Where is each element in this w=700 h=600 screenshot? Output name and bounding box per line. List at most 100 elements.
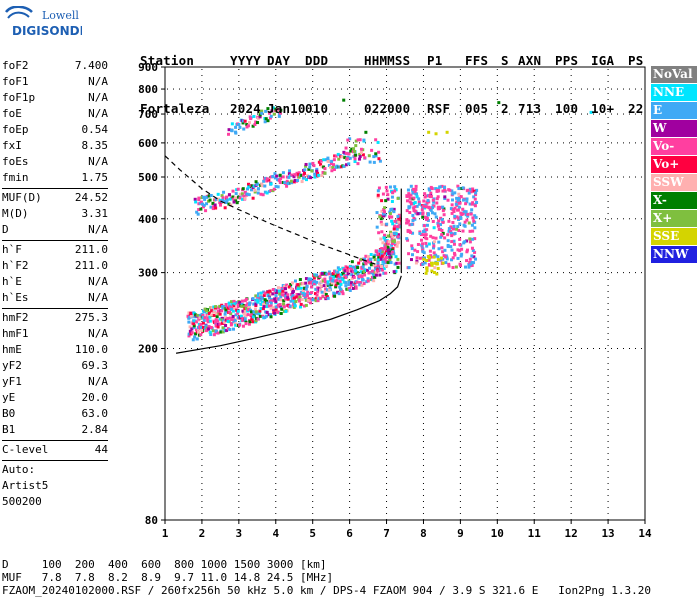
grid-dot: [422, 291, 424, 292]
echo-point: [290, 173, 294, 177]
footer-muf-line: MUF 7.8 7.8 8.2 8.9 9.7 11.0 14.8 24.5 […: [2, 571, 334, 584]
echo-point: [459, 195, 463, 199]
grid-dot: [281, 88, 282, 90]
param-row-fmin: fmin 1.75: [2, 170, 108, 186]
echo-point: [312, 164, 316, 168]
grid-dot: [238, 105, 240, 106]
echo-point: [473, 250, 477, 254]
echo-point: [395, 261, 399, 265]
grid-dot: [238, 477, 240, 478]
grid-dot: [238, 273, 240, 274]
grid-dot: [312, 189, 314, 190]
echo-point: [374, 138, 378, 142]
grid-dot: [623, 142, 624, 144]
grid-dot: [533, 459, 535, 460]
grid-dot: [496, 207, 498, 208]
grid-dot: [570, 489, 572, 490]
grid-dot: [467, 142, 468, 144]
grid-dot: [644, 321, 646, 322]
echo-point: [289, 304, 293, 308]
echo-point: [397, 216, 401, 220]
echo-point: [320, 280, 324, 284]
echo-point: [187, 332, 191, 336]
echo-point: [348, 288, 352, 292]
grid-dot: [383, 176, 384, 178]
echo-point: [393, 219, 397, 223]
echo-point: [463, 240, 467, 244]
grid-dot: [312, 219, 314, 220]
grid-dot: [386, 171, 388, 172]
grid-dot: [349, 219, 351, 220]
grid-dot: [197, 142, 198, 144]
echo-point: [267, 304, 271, 308]
grid-dot: [167, 142, 168, 144]
echo-point: [190, 327, 194, 331]
grid-dot: [459, 495, 461, 496]
echo-point: [246, 302, 250, 306]
echo-point: [265, 179, 269, 183]
grid-dot: [164, 369, 166, 370]
echo-point: [244, 322, 248, 326]
param-name: hmF1: [2, 327, 29, 340]
grid-dot: [164, 315, 166, 316]
grid-dot: [533, 387, 535, 388]
plot-frame: [164, 66, 646, 521]
grid-dot: [275, 429, 277, 430]
echo-point: [318, 275, 322, 279]
grid-dot: [312, 195, 314, 196]
grid-dot: [275, 75, 277, 76]
grid-dot: [312, 513, 314, 514]
param-name: h`Es: [2, 291, 29, 304]
header-label-7: S: [501, 53, 509, 68]
grid-dot: [473, 88, 474, 90]
grid-dot: [275, 183, 277, 184]
echo-point: [199, 207, 203, 211]
grid-dot: [349, 111, 351, 112]
grid-dot: [503, 176, 504, 178]
grid-dot: [455, 348, 456, 350]
echo-point: [374, 152, 378, 156]
grid-dot: [201, 219, 203, 220]
echo-point: [238, 323, 242, 327]
echo-point: [366, 279, 370, 283]
grid-dot: [551, 176, 552, 178]
grid-dot: [533, 272, 534, 274]
grid-dot: [557, 218, 558, 220]
grid-dot: [533, 141, 535, 142]
grid-dot: [641, 272, 642, 274]
digisonde-logo: Lowell DIGISONDE: [2, 5, 88, 42]
echo-point: [360, 283, 364, 287]
echo-point: [235, 201, 239, 205]
echo-point: [457, 216, 461, 220]
grid-dot: [349, 471, 351, 472]
echo-point: [379, 217, 383, 221]
echo-point: [233, 318, 237, 322]
echo-point: [425, 228, 429, 232]
echo-point: [471, 229, 475, 233]
echo-point: [472, 189, 476, 193]
param-row-hes: h`Es N/A: [2, 290, 108, 306]
echo-point: [261, 193, 265, 197]
grid-dot: [164, 207, 166, 208]
echo-point: [273, 311, 277, 315]
grid-dot: [570, 207, 572, 208]
echo-point: [357, 261, 361, 265]
echo-point: [227, 128, 231, 132]
grid-dot: [275, 363, 277, 364]
echo-point: [304, 281, 308, 285]
echo-point: [437, 219, 441, 223]
grid-dot: [312, 429, 314, 430]
grid-dot: [349, 177, 351, 178]
echo-point: [360, 257, 364, 261]
param-row-fof2: foF2 7.400: [2, 58, 108, 74]
echo-point: [350, 260, 354, 264]
grid-dot: [238, 171, 240, 172]
grid-dot: [201, 267, 203, 268]
grid-dot: [312, 297, 314, 298]
grid-dot: [312, 75, 314, 76]
grid-dot: [275, 153, 277, 154]
grid-dot: [607, 147, 609, 148]
grid-dot: [312, 393, 314, 394]
echo-point: [396, 214, 400, 218]
grid-dot: [607, 177, 609, 178]
